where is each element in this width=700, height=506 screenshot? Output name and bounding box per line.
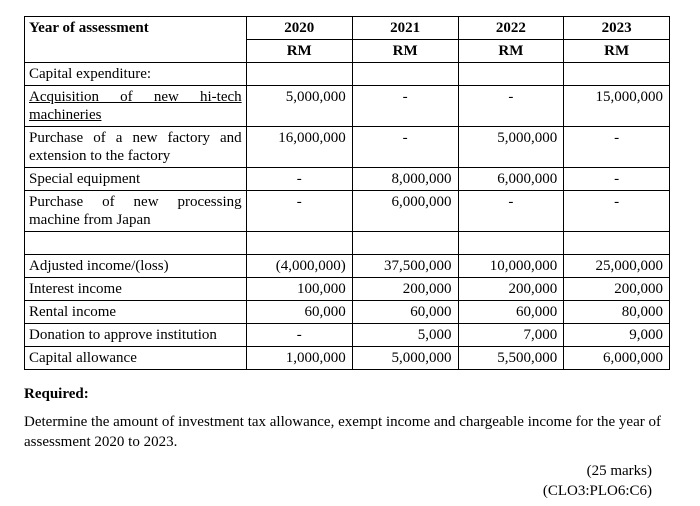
year-2022: 2022 (458, 17, 564, 40)
cell: 5,000 (352, 324, 458, 347)
cell: 16,000,000 (246, 127, 352, 168)
cell: 6,000,000 (564, 347, 670, 370)
cell: 60,000 (458, 301, 564, 324)
table-row: Rental income 60,000 60,000 60,000 80,00… (25, 301, 670, 324)
header-label: Year of assessment (25, 17, 247, 63)
cell: - (352, 127, 458, 168)
section-capex: Capital expenditure: (25, 63, 670, 86)
row-label: Adjusted income/(loss) (25, 255, 247, 278)
required-text: Determine the amount of investment tax a… (24, 413, 676, 452)
table-row: Purchase of new processing machine from … (25, 191, 670, 232)
cell: - (564, 168, 670, 191)
table-row: Interest income 100,000 200,000 200,000 … (25, 278, 670, 301)
cell: 60,000 (246, 301, 352, 324)
table-row: Acquisition of new hi-tech machineries 5… (25, 86, 670, 127)
unit-2022: RM (458, 40, 564, 63)
year-2023: 2023 (564, 17, 670, 40)
cell: - (246, 324, 352, 347)
row-label: Donation to approve institution (25, 324, 247, 347)
cell: 6,000,000 (352, 191, 458, 232)
cell: 200,000 (564, 278, 670, 301)
cell: 200,000 (352, 278, 458, 301)
cell: - (246, 191, 352, 232)
cell: 7,000 (458, 324, 564, 347)
clo-text: (CLO3:PLO6:C6) (24, 482, 652, 502)
cell: 60,000 (352, 301, 458, 324)
table-row: Capital allowance 1,000,000 5,000,000 5,… (25, 347, 670, 370)
marks-text: (25 marks) (24, 462, 652, 482)
cell: 10,000,000 (458, 255, 564, 278)
cell: 15,000,000 (564, 86, 670, 127)
row-label: Purchase of new processing machine from … (25, 191, 247, 232)
cell: 1,000,000 (246, 347, 352, 370)
cell: 25,000,000 (564, 255, 670, 278)
cell: 80,000 (564, 301, 670, 324)
assessment-table: Year of assessment 2020 2021 2022 2023 R… (24, 16, 670, 370)
cell: 5,500,000 (458, 347, 564, 370)
table-row: Donation to approve institution - 5,000 … (25, 324, 670, 347)
cell: 37,500,000 (352, 255, 458, 278)
spacer-row (25, 232, 670, 255)
unit-2023: RM (564, 40, 670, 63)
cell: 5,000,000 (458, 127, 564, 168)
section-capex-title: Capital expenditure: (25, 63, 247, 86)
row-label: Rental income (25, 301, 247, 324)
cell: - (246, 168, 352, 191)
cell: - (352, 86, 458, 127)
cell: 5,000,000 (246, 86, 352, 127)
cell: 200,000 (458, 278, 564, 301)
cell: 6,000,000 (458, 168, 564, 191)
table-row: Purchase of a new factory and extension … (25, 127, 670, 168)
row-label: Acquisition of new hi-tech machineries (25, 86, 247, 127)
unit-2020: RM (246, 40, 352, 63)
table-row: Special equipment - 8,000,000 6,000,000 … (25, 168, 670, 191)
row-label: Interest income (25, 278, 247, 301)
cell: - (458, 191, 564, 232)
unit-2021: RM (352, 40, 458, 63)
year-2020: 2020 (246, 17, 352, 40)
cell: - (564, 191, 670, 232)
year-2021: 2021 (352, 17, 458, 40)
cell: (4,000,000) (246, 255, 352, 278)
cell: 100,000 (246, 278, 352, 301)
table-row: Adjusted income/(loss) (4,000,000) 37,50… (25, 255, 670, 278)
row-label: Purchase of a new factory and extension … (25, 127, 247, 168)
cell: - (564, 127, 670, 168)
cell: 8,000,000 (352, 168, 458, 191)
cell: - (458, 86, 564, 127)
cell: 9,000 (564, 324, 670, 347)
cell: 5,000,000 (352, 347, 458, 370)
row-label: Special equipment (25, 168, 247, 191)
required-heading: Required: (24, 386, 676, 403)
row-label: Capital allowance (25, 347, 247, 370)
